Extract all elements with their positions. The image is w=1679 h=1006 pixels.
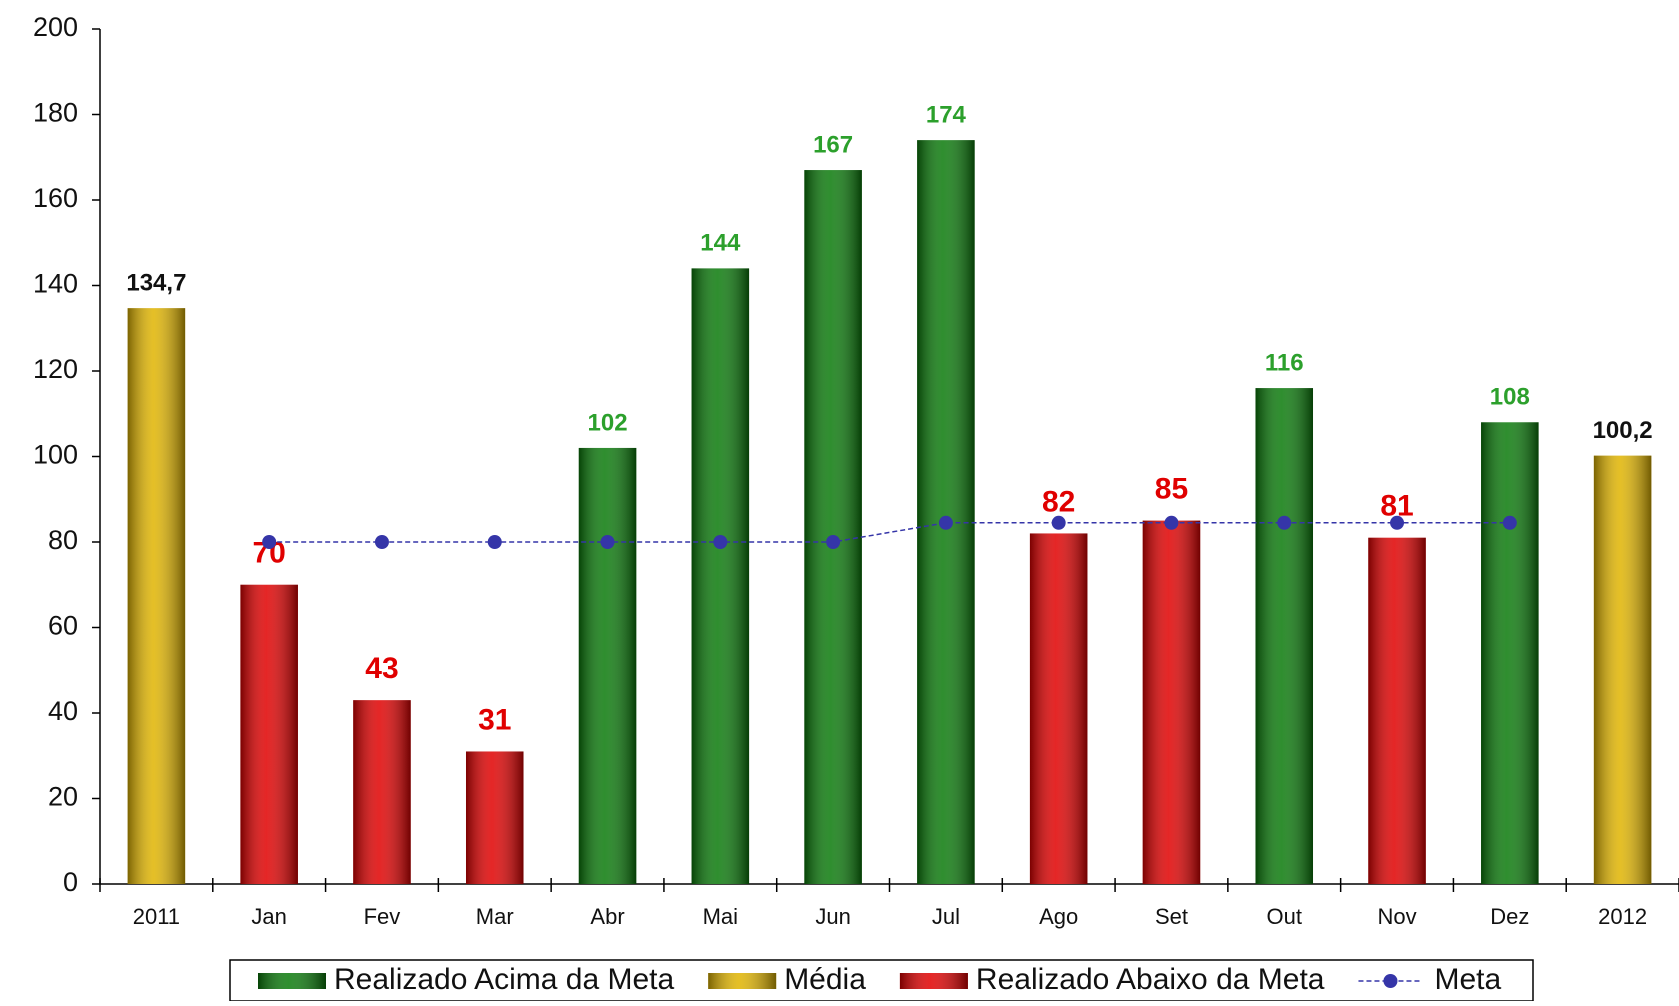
bar bbox=[1255, 388, 1314, 884]
x-tick-label: Dez bbox=[1490, 904, 1529, 929]
x-tick-label: Abr bbox=[590, 904, 624, 929]
data-label: 144 bbox=[700, 230, 741, 257]
data-label: 116 bbox=[1265, 349, 1304, 376]
data-label: 134,7 bbox=[126, 270, 186, 297]
bar bbox=[127, 308, 186, 885]
bar bbox=[917, 140, 975, 884]
x-tick-label: Jul bbox=[932, 904, 960, 929]
bar bbox=[578, 447, 637, 884]
legend-label: Realizado Abaixo da Meta bbox=[976, 963, 1325, 996]
x-tick-label: Mar bbox=[476, 904, 514, 929]
x-tick-label: Ago bbox=[1039, 904, 1078, 929]
line-marker bbox=[487, 535, 502, 549]
x-tick-label: Set bbox=[1155, 904, 1188, 929]
data-label: 100,2 bbox=[1593, 417, 1653, 444]
y-tick-label: 100 bbox=[33, 440, 78, 470]
x-tick-label: Jan bbox=[251, 904, 286, 929]
bar bbox=[1142, 520, 1201, 884]
line-marker bbox=[1502, 515, 1517, 530]
data-label: 85 bbox=[1155, 473, 1188, 506]
data-label: 31 bbox=[478, 703, 511, 736]
data-label: 167 bbox=[813, 131, 853, 158]
line-marker bbox=[938, 515, 953, 530]
bar bbox=[240, 584, 298, 884]
bar bbox=[1029, 533, 1088, 884]
y-tick-label: 20 bbox=[48, 782, 78, 812]
legend-box bbox=[229, 959, 1534, 1002]
x-tick-label: Mai bbox=[703, 904, 738, 929]
legend-swatch bbox=[899, 973, 968, 989]
line-marker bbox=[1164, 515, 1179, 530]
bar bbox=[1368, 537, 1426, 884]
bar bbox=[353, 700, 411, 884]
line-marker bbox=[374, 535, 389, 549]
data-label: 174 bbox=[926, 101, 967, 128]
y-tick-label: 160 bbox=[33, 183, 78, 213]
data-label: 82 bbox=[1042, 485, 1075, 518]
legend-label: Realizado Acima da Meta bbox=[334, 963, 674, 996]
y-tick-label: 60 bbox=[48, 611, 78, 641]
line-marker bbox=[826, 535, 841, 549]
bar bbox=[465, 751, 524, 884]
y-tick-label: 200 bbox=[33, 12, 78, 42]
y-tick-label: 40 bbox=[48, 696, 78, 726]
data-label: 108 bbox=[1490, 384, 1530, 411]
x-tick-label: 2012 bbox=[1598, 904, 1647, 929]
legend-swatch bbox=[258, 973, 326, 989]
line-marker bbox=[1051, 515, 1066, 530]
legend-label: Média bbox=[784, 963, 866, 996]
line-marker bbox=[600, 535, 615, 549]
x-tick-label: Nov bbox=[1377, 904, 1416, 929]
y-tick-label: 0 bbox=[63, 867, 78, 897]
line-marker bbox=[713, 535, 728, 549]
line bbox=[269, 522, 1510, 543]
line-marker bbox=[1390, 515, 1405, 530]
x-tick-label: Fev bbox=[364, 904, 401, 929]
bar bbox=[691, 268, 750, 884]
x-tick-label: Out bbox=[1267, 904, 1302, 929]
x-tick-label: Jun bbox=[815, 904, 850, 929]
bar bbox=[804, 170, 862, 884]
legend-swatch bbox=[708, 973, 777, 989]
bar bbox=[1593, 455, 1652, 884]
y-tick-label: 80 bbox=[48, 525, 78, 555]
legend-swatch bbox=[1383, 974, 1398, 988]
legend-label: Meta bbox=[1434, 963, 1501, 996]
data-label: 102 bbox=[588, 409, 628, 436]
line-marker bbox=[1277, 515, 1292, 530]
y-tick-label: 180 bbox=[33, 98, 78, 128]
data-label: 43 bbox=[365, 652, 398, 685]
x-tick-label: 2011 bbox=[133, 904, 180, 929]
line-marker bbox=[262, 535, 277, 549]
y-tick-label: 140 bbox=[33, 269, 78, 299]
bar bbox=[1481, 422, 1539, 884]
y-tick-label: 120 bbox=[33, 354, 78, 384]
